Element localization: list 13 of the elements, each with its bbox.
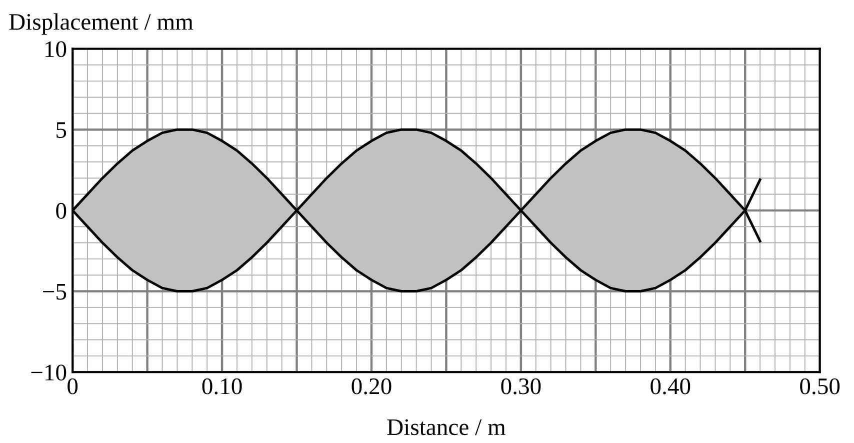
y-tick-label: 10 [46,41,66,58]
y-tick-label: 5 [56,122,66,138]
x-tick-label: 0.50 [800,378,840,394]
y-axis-title: Displacement / mm [9,13,194,35]
x-tick-label: 0.40 [650,378,690,394]
x-tick-label: 0 [68,378,78,394]
x-tick-label: 0.30 [501,378,541,394]
x-axis-title: Distance / m [387,419,506,436]
y-tick-label: 0 [56,202,66,219]
x-tick-label: 0.20 [352,378,392,394]
y-tick-label: −10 [31,364,66,381]
x-tick-label: 0.10 [202,378,242,394]
y-tick-label: −5 [43,284,66,300]
